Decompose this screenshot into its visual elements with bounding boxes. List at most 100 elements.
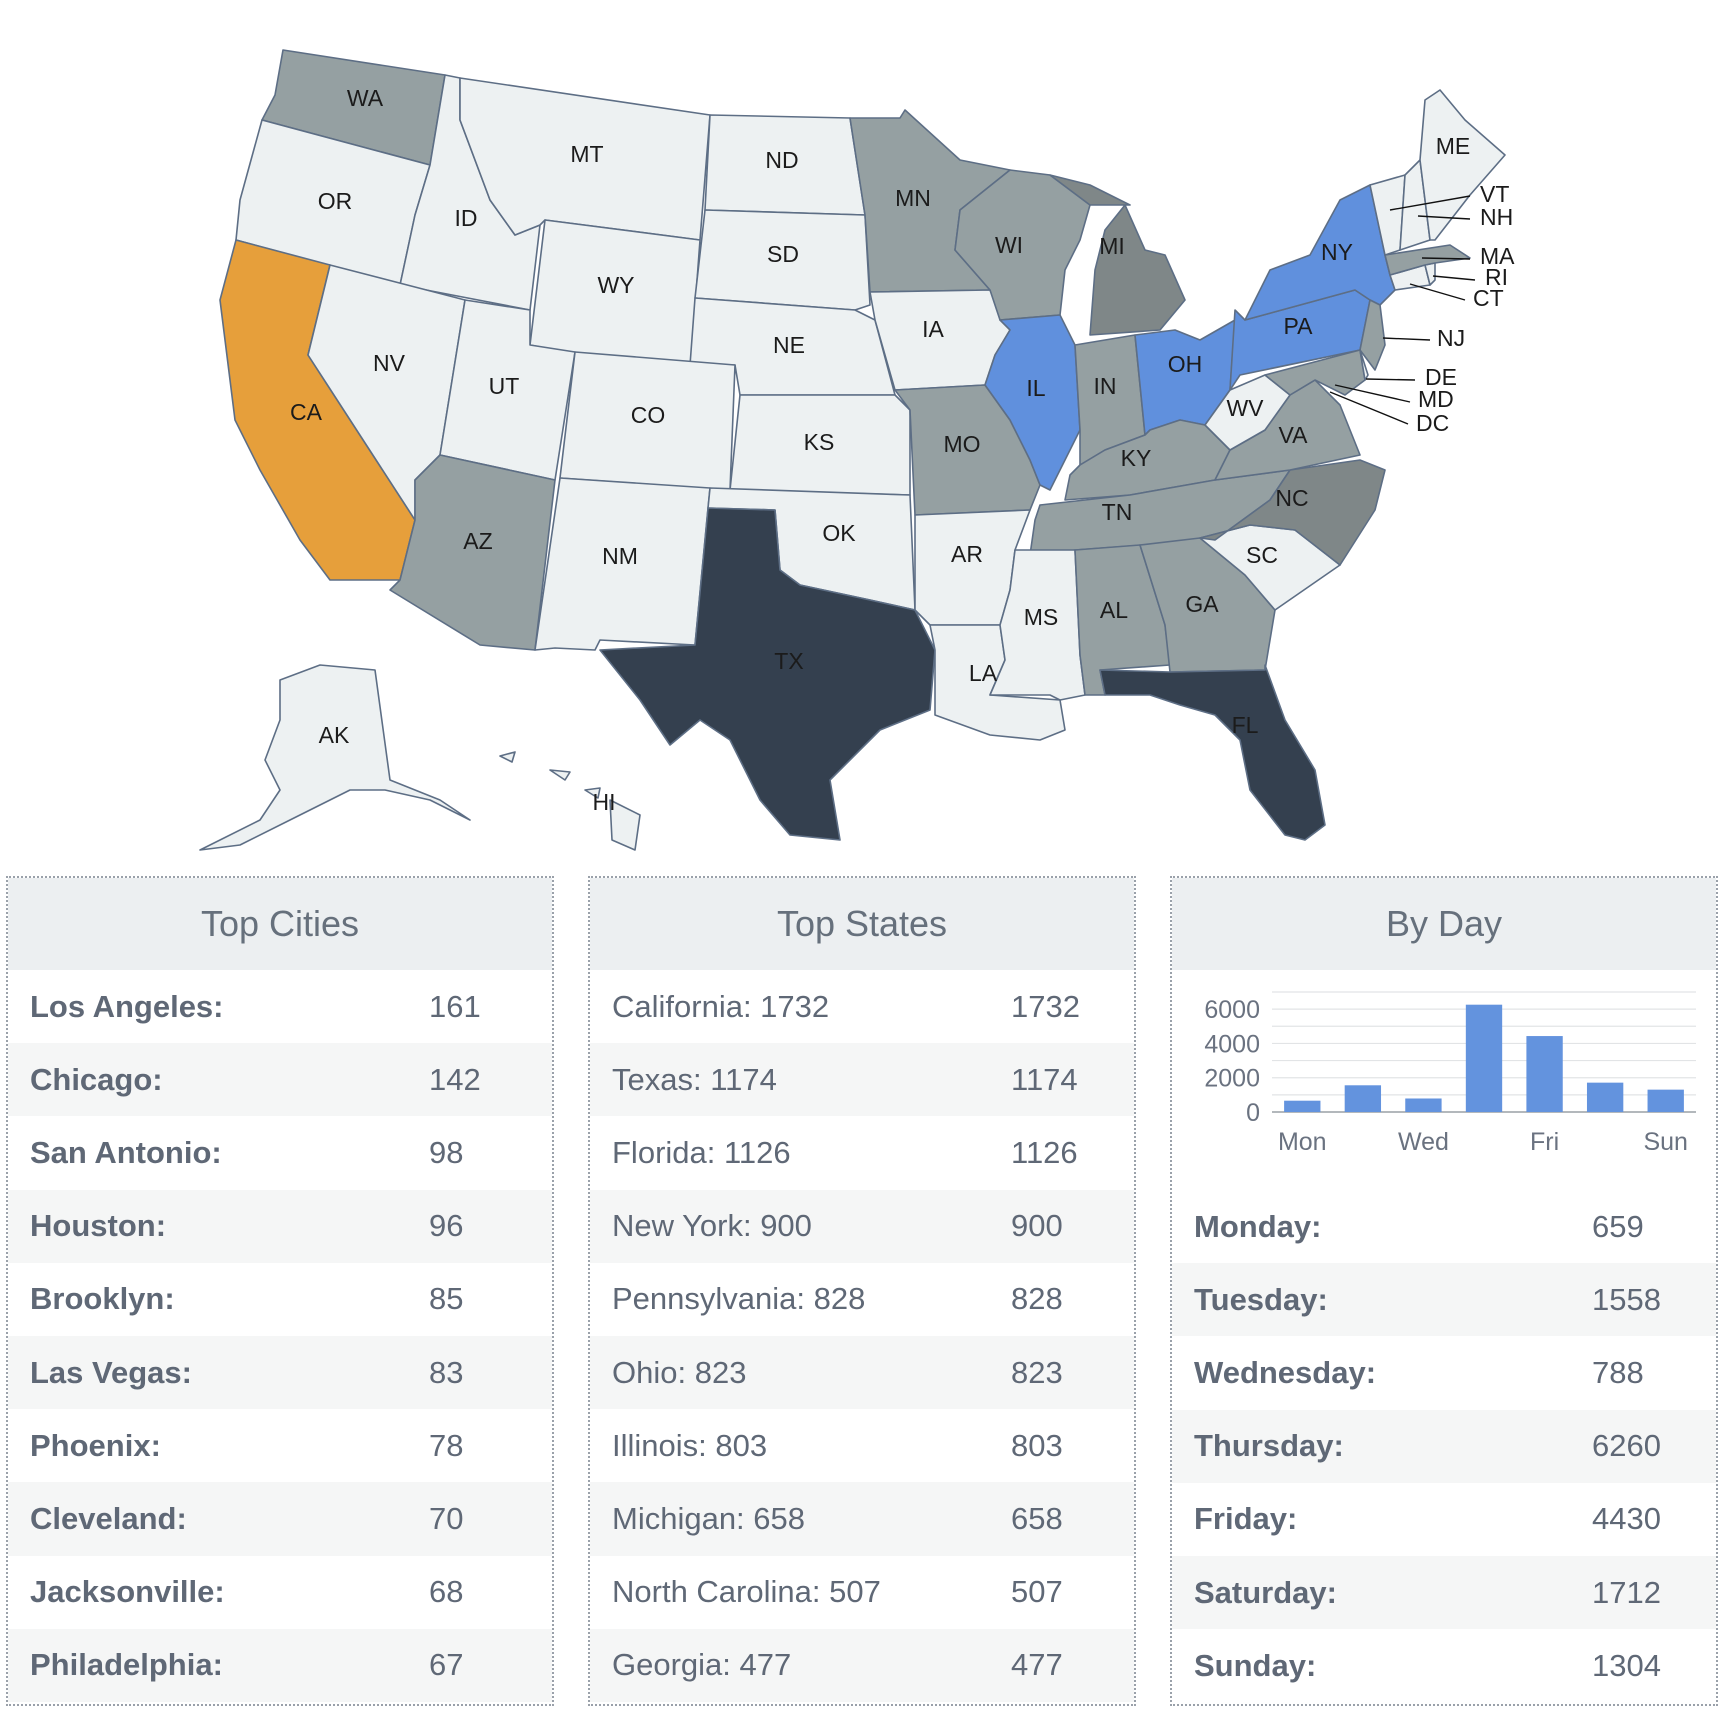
us-map: WA OR CA ID NV MT WY UT AZ ND SD NE CO K… (199, 49, 1515, 851)
leader-NH (1417, 215, 1471, 220)
label-VT: VT (1480, 181, 1509, 207)
day-name: Sunday: (1194, 1647, 1317, 1683)
label-WY: WY (597, 272, 634, 298)
top-cities-title: Top Cities (8, 878, 552, 970)
state-KS[interactable] (729, 394, 911, 496)
label-UT: UT (489, 373, 520, 399)
state-NC[interactable] (1199, 459, 1386, 566)
state-name: Illinois: 803 (612, 1427, 768, 1463)
label-VA: VA (1279, 422, 1309, 448)
city-row: Phoenix: 78 (8, 1409, 552, 1482)
label-CA: CA (290, 399, 323, 425)
city-name: Houston: (30, 1208, 167, 1244)
day-name: Tuesday: (1194, 1281, 1328, 1317)
state-MT[interactable] (459, 77, 711, 241)
city-value: 67 (429, 1647, 464, 1683)
label-OR: OR (318, 188, 353, 214)
state-row: Texas: 1174 1174 (590, 1043, 1134, 1117)
bar-tue[interactable] (1344, 1085, 1382, 1112)
day-value: 1304 (1592, 1647, 1661, 1683)
bar-mon[interactable] (1284, 1100, 1321, 1112)
y-tick-label: 0 (1246, 1099, 1260, 1127)
day-row: Monday: 659 (1172, 1190, 1716, 1263)
label-NM: NM (602, 543, 638, 569)
label-PA: PA (1284, 313, 1314, 339)
city-name: Las Vegas: (30, 1354, 192, 1390)
label-AZ: AZ (463, 528, 492, 554)
label-NJ: NJ (1437, 325, 1465, 351)
label-DE: DE (1425, 364, 1457, 390)
bar-sun[interactable] (1647, 1089, 1684, 1112)
state-name: Georgia: 477 (612, 1647, 792, 1683)
city-name: Chicago: (30, 1061, 163, 1097)
state-name: Texas: 1174 (612, 1061, 777, 1097)
leader-DE (1365, 378, 1416, 381)
city-value: 70 (429, 1500, 464, 1536)
state-MI[interactable] (1049, 174, 1186, 336)
label-OK: OK (822, 520, 856, 546)
bar-sat[interactable] (1586, 1082, 1624, 1112)
state-AZ[interactable] (389, 454, 556, 651)
state-IL[interactable] (984, 314, 1081, 491)
state-name: Ohio: 823 (612, 1354, 747, 1390)
state-AK[interactable] (199, 664, 471, 851)
state-value: 828 (1011, 1281, 1063, 1317)
state-WI[interactable] (954, 169, 1091, 321)
day-name: Monday: (1194, 1208, 1322, 1244)
state-SD[interactable] (694, 209, 871, 311)
x-tick-label: Wed (1398, 1128, 1449, 1156)
city-value: 85 (429, 1281, 464, 1317)
state-FL[interactable] (1099, 664, 1326, 841)
state-row: Illinois: 803 803 (590, 1409, 1134, 1482)
label-GA: GA (1185, 591, 1219, 617)
label-ME: ME (1436, 133, 1471, 159)
day-value: 1712 (1592, 1574, 1661, 1610)
state-HI[interactable] (499, 751, 641, 851)
x-tick-label: Fri (1530, 1128, 1559, 1156)
city-name: Jacksonville: (30, 1574, 225, 1610)
bar-wed[interactable] (1405, 1098, 1442, 1112)
label-DC: DC (1416, 410, 1449, 436)
label-NH: NH (1480, 204, 1513, 230)
top-cities-panel: Top Cities Los Angeles: 161 Chicago: 142 San… (6, 876, 554, 1706)
x-tick-label: Mon (1278, 1128, 1327, 1156)
state-NJ[interactable] (1359, 299, 1386, 371)
by-day-chart-svg: 0 2000 4000 6000 Mon Wed Fri Sun (1204, 991, 1696, 1156)
state-ME[interactable] (1419, 89, 1506, 241)
label-KY: KY (1121, 445, 1152, 471)
bar-fri[interactable] (1526, 1036, 1563, 1112)
city-name: Cleveland: (30, 1500, 187, 1536)
state-NY[interactable] (1244, 184, 1396, 321)
city-value: 142 (429, 1061, 481, 1097)
day-row: Thursday: 6260 (1172, 1409, 1716, 1483)
x-tick-label: Sun (1643, 1128, 1687, 1156)
label-CO: CO (631, 402, 666, 428)
state-MA[interactable] (1384, 244, 1471, 276)
label-FL: FL (1232, 712, 1259, 738)
state-value: 1732 (1011, 988, 1080, 1024)
y-tick-label: 6000 (1204, 996, 1260, 1024)
bar-thu[interactable] (1465, 1004, 1503, 1112)
label-MN: MN (895, 185, 931, 211)
city-value: 98 (429, 1134, 464, 1170)
leader-MD (1334, 384, 1411, 403)
day-name: Saturday: (1194, 1574, 1337, 1610)
by-day-title: By Day (1172, 878, 1716, 970)
label-IN: IN (1094, 373, 1117, 399)
day-value: 788 (1592, 1354, 1644, 1390)
state-row: Florida: 1126 1126 (590, 1116, 1134, 1189)
label-MI: MI (1099, 233, 1125, 259)
leader-VT (1389, 195, 1471, 211)
top-states-title: Top States (590, 878, 1134, 970)
day-name: Wednesday: (1194, 1354, 1377, 1390)
leader-DC (1329, 391, 1409, 425)
state-name: New York: 900 (612, 1208, 812, 1244)
state-value: 658 (1011, 1500, 1063, 1536)
state-TX[interactable] (599, 507, 936, 841)
state-DE[interactable] (1359, 349, 1369, 381)
city-row: Houston: 96 (8, 1189, 552, 1263)
label-MT: MT (570, 141, 603, 167)
state-value: 823 (1011, 1354, 1063, 1390)
label-MA: MA (1480, 243, 1515, 269)
label-NY: NY (1321, 239, 1353, 265)
